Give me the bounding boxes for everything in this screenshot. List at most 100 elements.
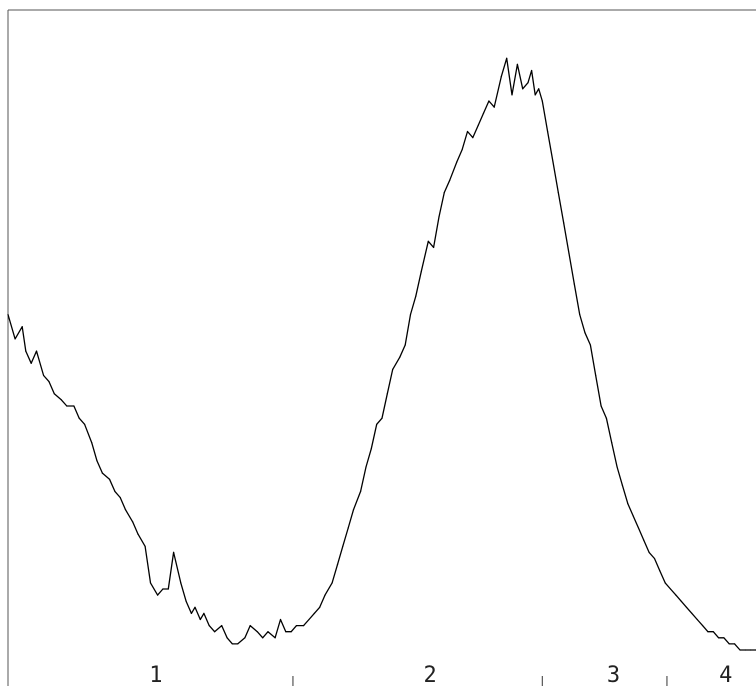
data-point [96, 460, 98, 462]
data-point [319, 606, 321, 608]
data-point [557, 191, 559, 194]
data-point [43, 374, 45, 377]
data-point [226, 637, 228, 639]
data-point [443, 191, 445, 194]
data-point [203, 612, 205, 615]
data-point [173, 551, 175, 554]
data-point [347, 527, 349, 529]
data-point [73, 405, 75, 407]
series-1 [7, 57, 756, 651]
data-point [600, 405, 602, 407]
data-point [427, 240, 429, 242]
data-point [290, 631, 292, 633]
data-point [584, 332, 586, 334]
data-point [124, 509, 127, 511]
data-point [707, 631, 709, 633]
data-point [295, 625, 298, 627]
data-point [180, 582, 182, 584]
data-point [552, 161, 554, 163]
data-point [214, 631, 216, 633]
data-point [669, 588, 672, 590]
data-point [691, 612, 693, 615]
data-point [696, 618, 698, 621]
data-point [516, 63, 519, 65]
data-point [493, 106, 495, 108]
data-point [231, 643, 233, 645]
data-point [680, 600, 682, 602]
data-point [750, 649, 752, 651]
data-point [438, 216, 440, 218]
data-point [162, 588, 164, 590]
data-point [137, 533, 139, 535]
data-point [616, 466, 618, 468]
data-point [728, 643, 730, 645]
data-point [279, 618, 282, 621]
data-point [249, 625, 251, 627]
data-point [718, 637, 720, 639]
data-point [643, 539, 645, 541]
data-point [482, 112, 485, 114]
data-point [386, 393, 388, 395]
data-point [199, 618, 201, 621]
data-point [208, 625, 210, 627]
data-point [648, 551, 650, 554]
data-point [702, 625, 704, 627]
data-point [477, 124, 479, 126]
data-point [404, 344, 406, 346]
data-point [632, 515, 634, 517]
data-point [415, 295, 417, 297]
data-point [433, 246, 435, 248]
data-point [237, 643, 239, 645]
data-point [157, 594, 159, 596]
data-point [194, 606, 196, 608]
data-point [522, 88, 524, 90]
data-point [621, 484, 624, 486]
data-point [352, 509, 355, 511]
data-point [531, 69, 533, 72]
data-point [376, 423, 378, 425]
data-point [534, 94, 536, 96]
data-point [589, 344, 592, 346]
data-point [506, 57, 508, 59]
data-point [267, 631, 269, 633]
data-point [285, 631, 287, 633]
data-point [303, 625, 305, 627]
data-point [360, 490, 362, 492]
data-point [712, 631, 714, 633]
data-point [30, 362, 32, 364]
data-point [723, 637, 725, 639]
data-point [108, 478, 111, 480]
data-point [449, 179, 451, 181]
series-layer [7, 57, 756, 651]
data-point [547, 130, 549, 133]
data-point [456, 161, 458, 163]
data-point [500, 76, 502, 78]
data-point [744, 649, 746, 651]
data-point [331, 582, 333, 584]
x-tick-layer [292, 676, 668, 686]
data-point [573, 283, 575, 285]
data-point [101, 472, 103, 474]
data-point [653, 557, 656, 560]
data-point [132, 521, 134, 523]
data-point [25, 350, 27, 352]
data-point [342, 545, 344, 547]
data-point [527, 82, 529, 84]
data-point [91, 442, 93, 444]
x-tick-label: 3 [607, 663, 620, 686]
data-point [579, 313, 581, 316]
x-tick-label: 1 [149, 663, 162, 686]
data-point [244, 637, 246, 639]
data-point [392, 368, 394, 370]
data-point [685, 606, 688, 608]
data-point [48, 381, 50, 383]
data-point [21, 326, 23, 328]
data-point [627, 503, 629, 505]
data-point [336, 564, 339, 566]
data-point [563, 222, 565, 224]
data-point [381, 417, 383, 419]
data-point [605, 417, 608, 419]
data-point [308, 618, 310, 621]
